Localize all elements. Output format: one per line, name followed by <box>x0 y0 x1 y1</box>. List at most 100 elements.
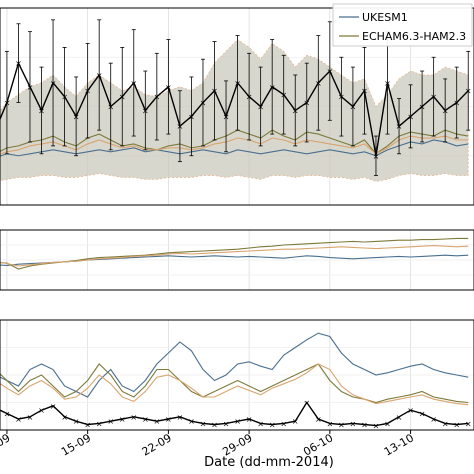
obs-marker-top-9: × <box>96 71 103 80</box>
obs-marker-top-30: × <box>338 93 345 102</box>
obs-marker-top-12: × <box>130 79 137 88</box>
obs-marker-top-17: × <box>188 112 195 121</box>
series-line-middle-1 <box>0 237 469 270</box>
series-line-top-0 <box>0 139 469 157</box>
obs-marker-top-37: × <box>419 103 426 112</box>
panel-middle <box>0 229 474 291</box>
obs-marker-bottom-33: × <box>373 422 380 431</box>
obs-marker-bottom-37: × <box>419 410 426 419</box>
obs-marker-bottom-7: × <box>73 417 80 426</box>
obs-marker-bottom-20: × <box>223 419 230 428</box>
panel-bottom: × × × × × × × × × × × × × × × × × × × × × × × × × × × × × × × × × × × × × × × ×… <box>0 319 474 431</box>
spread-band-top <box>0 39 469 182</box>
obs-marker-bottom-17: × <box>188 417 195 426</box>
obs-marker-bottom-10: × <box>107 417 114 426</box>
obs-marker-top-24: × <box>269 83 276 92</box>
obs-marker-bottom-11: × <box>119 415 126 424</box>
obs-marker-top-4: × <box>38 106 45 115</box>
obs-marker-top-18: × <box>200 99 207 108</box>
obs-marker-top-22: × <box>246 93 253 102</box>
obs-marker-top-31: × <box>350 103 357 112</box>
obs-marker-top-13: × <box>142 106 149 115</box>
x-tick-label-1: 15-09 <box>59 431 93 458</box>
obs-marker-bottom-21: × <box>234 417 241 426</box>
obs-marker-top-40: × <box>453 99 460 108</box>
obs-marker-top-26: × <box>292 106 299 115</box>
obs-marker-top-41: × <box>465 87 472 96</box>
obs-marker-top-3: × <box>27 83 34 92</box>
obs-marker-bottom-8: × <box>84 421 91 430</box>
panel-frame-top <box>0 7 474 206</box>
legend-box <box>332 3 473 47</box>
obs-marker-top-15: × <box>165 83 172 92</box>
obs-marker-bottom-29: × <box>326 419 333 428</box>
obs-marker-top-10: × <box>107 103 114 112</box>
series-line-bottom-0 <box>0 332 469 398</box>
obs-marker-top-1: × <box>4 99 11 108</box>
obs-marker-top-25: × <box>280 91 287 100</box>
x-tick-label-0: 09 <box>0 431 12 449</box>
obs-marker-bottom-14: × <box>153 417 160 426</box>
obs-marker-bottom-38: × <box>430 415 437 424</box>
obs-marker-top-7: × <box>73 112 80 121</box>
obs-marker-bottom-13: × <box>142 415 149 424</box>
obs-marker-top-16: × <box>177 122 184 131</box>
x-tick-label-5: 13-10 <box>382 431 416 458</box>
obs-marker-bottom-12: × <box>130 413 137 422</box>
obs-marker-bottom-28: × <box>315 415 322 424</box>
obs-marker-top-38: × <box>430 93 437 102</box>
obs-marker-bottom-31: × <box>350 419 357 428</box>
obs-marker-top-20: × <box>223 112 230 121</box>
obs-marker-bottom-24: × <box>269 421 276 430</box>
obs-marker-bottom-6: × <box>61 413 68 422</box>
obs-marker-top-6: × <box>61 93 68 102</box>
obs-marker-top-29: × <box>326 67 333 76</box>
obs-marker-bottom-2: × <box>15 415 22 424</box>
obs-marker-bottom-34: × <box>384 419 391 428</box>
obs-marker-bottom-32: × <box>361 421 368 430</box>
obs-marker-top-5: × <box>50 79 57 88</box>
obs-marker-bottom-26: × <box>292 417 299 426</box>
obs-marker-top-11: × <box>119 93 126 102</box>
obs-marker-bottom-16: × <box>177 413 184 422</box>
obs-marker-top-35: × <box>396 122 403 131</box>
obs-marker-bottom-15: × <box>165 415 172 424</box>
series-line-top-2 <box>0 135 469 155</box>
legend: UKESM1 ECHAM6.3-HAM2.3 <box>332 3 473 47</box>
series-line-bottom-3 <box>0 401 469 427</box>
obs-marker-top-27: × <box>303 99 310 108</box>
obs-marker-bottom-41: × <box>465 419 472 428</box>
series-line-bottom-1 <box>0 363 469 404</box>
panel-frame-bottom <box>0 319 474 431</box>
obs-marker-bottom-4: × <box>38 406 45 415</box>
panel-top: × × × × × × × × × × × × × × × × × × × × × × × × × × × × × × × × × × × × × × × ×… <box>0 7 474 206</box>
series-line-bottom-2 <box>0 363 469 406</box>
series-line-top-3 <box>0 61 469 156</box>
obs-marker-top-2: × <box>15 59 22 68</box>
obs-marker-bottom-22: × <box>246 415 253 424</box>
obs-marker-top-21: × <box>234 79 241 88</box>
panel-frame-middle <box>0 229 474 291</box>
obs-marker-top-28: × <box>315 79 322 88</box>
obs-marker-bottom-39: × <box>442 419 449 428</box>
obs-marker-bottom-35: × <box>396 413 403 422</box>
obs-marker-bottom-40: × <box>453 421 460 430</box>
obs-marker-bottom-3: × <box>27 413 34 422</box>
obs-marker-top-14: × <box>153 93 160 102</box>
series-line-top-1 <box>0 129 469 155</box>
obs-marker-bottom-1: × <box>4 410 11 419</box>
obs-marker-bottom-9: × <box>96 419 103 428</box>
obs-marker-bottom-27: × <box>303 399 310 408</box>
legend-label-ukesm1: UKESM1 <box>362 11 408 24</box>
x-axis-label: Date (dd-mm-2014) <box>204 455 334 470</box>
x-tick-label-2: 22-09 <box>140 431 174 458</box>
series-line-middle-2 <box>0 245 469 267</box>
obs-marker-bottom-18: × <box>200 419 207 428</box>
obs-marker-top-39: × <box>442 106 449 115</box>
obs-marker-top-32: × <box>361 87 368 96</box>
obs-marker-bottom-30: × <box>338 421 345 430</box>
obs-marker-top-23: × <box>257 103 264 112</box>
obs-marker-top-33: × <box>373 152 380 161</box>
obs-marker-top-8: × <box>84 87 91 96</box>
